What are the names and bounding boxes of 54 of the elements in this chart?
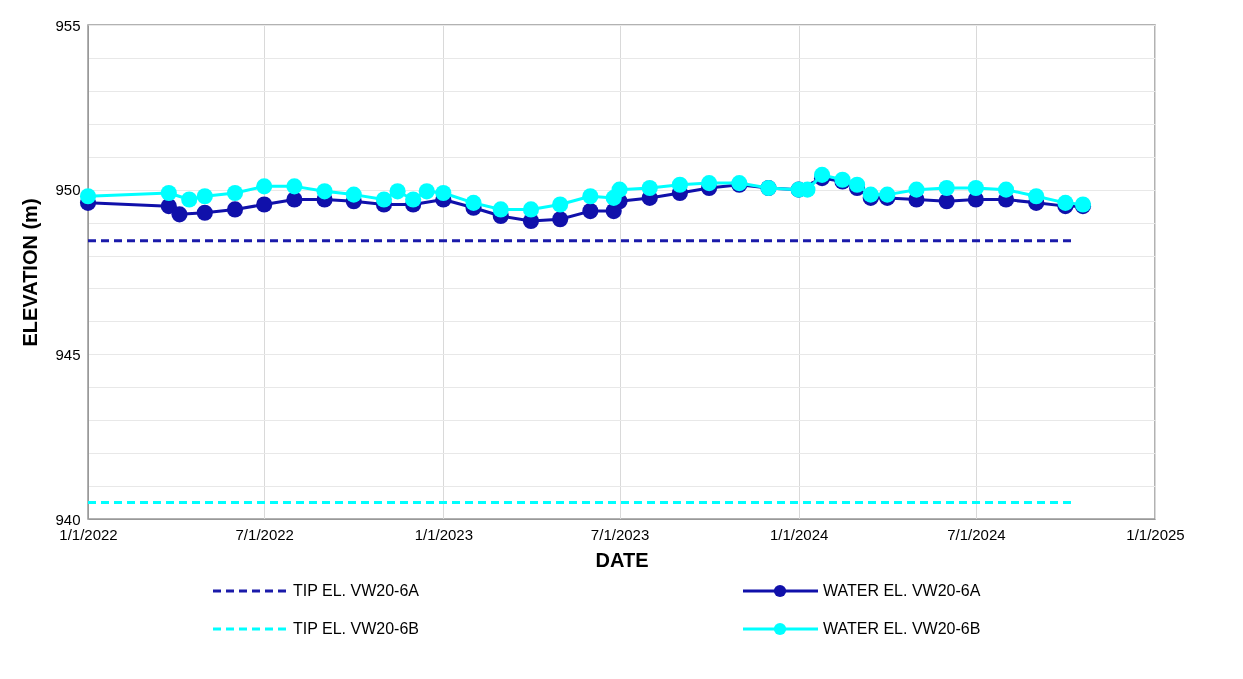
point [345, 186, 362, 203]
point [226, 184, 244, 202]
y-tick-label: 955 [55, 16, 81, 34]
point [641, 179, 658, 197]
y-axis-title: ELEVATION (m) [19, 198, 42, 347]
point [908, 181, 925, 198]
point [849, 176, 866, 193]
point [79, 188, 97, 205]
point [938, 179, 955, 197]
point [813, 166, 831, 183]
point [967, 179, 984, 197]
legend-label: TIP EL. VW20-6A [293, 582, 420, 599]
point [522, 201, 540, 218]
point [465, 194, 482, 211]
point [160, 184, 177, 202]
point [611, 181, 628, 198]
point [405, 191, 422, 208]
x-tick-label: 7/1/2023 [590, 525, 650, 543]
point [552, 196, 569, 213]
point [316, 183, 333, 200]
point [286, 178, 303, 195]
point [435, 184, 452, 202]
point [1028, 188, 1045, 205]
point [375, 191, 393, 208]
point [492, 201, 509, 218]
point [196, 204, 213, 221]
point [256, 196, 273, 213]
point [552, 211, 569, 228]
point [196, 188, 213, 205]
x-tick-label: 7/1/2022 [235, 525, 294, 543]
point [997, 181, 1015, 198]
legend-label: WATER EL. VW20-6A [823, 582, 981, 599]
legend-label: TIP EL. VW20-6B [293, 620, 419, 637]
point [171, 206, 188, 223]
x-tick-label: 7/1/2024 [947, 525, 1006, 543]
point [418, 183, 435, 200]
x-tick-label: 1/1/2025 [1126, 525, 1185, 543]
point [181, 191, 198, 208]
x-tick-label: 1/1/2022 [59, 525, 118, 543]
x-tick-label: 1/1/2023 [414, 525, 474, 543]
point [582, 203, 599, 220]
point [671, 176, 688, 193]
x-axis-title: DATE [595, 548, 649, 571]
y-tick-label: 945 [55, 345, 81, 363]
point [226, 201, 244, 218]
point [582, 188, 599, 205]
legend-label: WATER EL. VW20-6B [823, 620, 981, 637]
y-tick-label: 950 [55, 181, 81, 199]
point [701, 175, 718, 192]
y-tick-label: 940 [55, 510, 81, 528]
point [1057, 194, 1074, 211]
point [256, 178, 273, 195]
x-tick-label: 1/1/2024 [769, 525, 829, 543]
point [389, 183, 406, 200]
